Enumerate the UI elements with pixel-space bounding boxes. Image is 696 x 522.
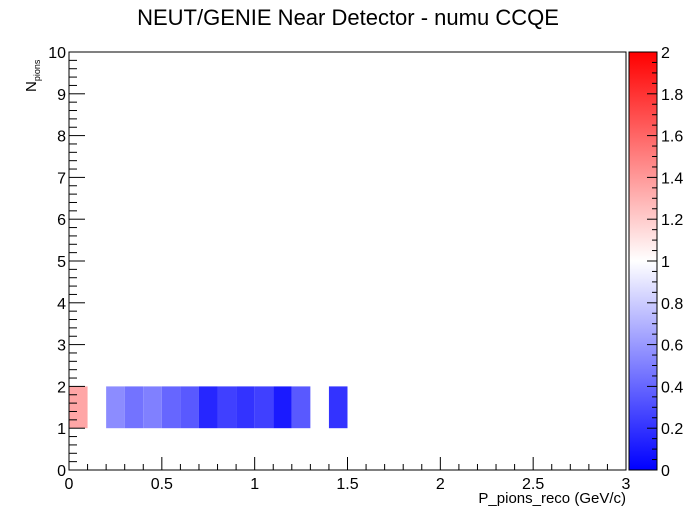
y-axis-title-base: N (23, 81, 40, 92)
y-tick-label: 4 (57, 296, 66, 313)
x-tick-label: 0.5 (151, 476, 173, 493)
colorbar-tick-label: 0.8 (661, 296, 683, 313)
heatmap-bin (180, 386, 199, 429)
y-axis-title-subscript: pions (32, 59, 42, 81)
colorbar-tick-label: 0.2 (661, 421, 683, 438)
x-tick-label: 3 (622, 476, 631, 493)
colorbar-tick-label: 0 (661, 463, 670, 480)
heatmap-bin (217, 386, 237, 429)
colorbar-tick-label: 2 (661, 45, 670, 62)
y-tick-label: 5 (57, 254, 66, 271)
colorbar-ticks: 0 0.2 0.4 0.6 0.8 1 1.2 1.4 1.6 1.8 2 (647, 45, 683, 480)
y-tick-label: 1 (57, 421, 66, 438)
colorbar-tick-label: 1.4 (661, 170, 683, 187)
y-tick-label: 8 (57, 129, 66, 146)
y-tick-label: 7 (57, 170, 66, 187)
plot-frame (68, 51, 627, 471)
colorbar-tick-label: 1.6 (661, 129, 683, 146)
x-tick-label: 2.5 (522, 476, 544, 493)
colorbar-tick-label: 1 (661, 254, 670, 271)
heatmap-bin (106, 386, 125, 429)
heatmap-bin (198, 386, 218, 429)
y-axis-title: Npions (23, 59, 42, 92)
bins-layer (69, 386, 348, 429)
x-axis-title: P_pions_reco (GeV/c) (478, 490, 626, 507)
y-tick-label: 6 (57, 212, 66, 229)
y-tick-label: 3 (57, 338, 66, 355)
x-tick-label: 0 (65, 476, 74, 493)
heatmap-bin (273, 386, 292, 429)
heatmap-bin (161, 386, 181, 429)
chart-title: NEUT/GENIE Near Detector - numu CCQE (137, 5, 559, 30)
colorbar-tick-label: 0.4 (661, 379, 683, 396)
heatmap-bin (328, 386, 348, 429)
y-tick-label: 9 (57, 87, 66, 104)
x-tick-label: 1.5 (336, 476, 358, 493)
colorbar-tick-label: 1.2 (661, 212, 683, 229)
heatmap-bin (236, 386, 255, 429)
heatmap-bin (143, 386, 162, 429)
x-tick-label: 2 (436, 476, 445, 493)
x-tick-label: 1 (250, 476, 259, 493)
colorbar-tick-label: 1.8 (661, 87, 683, 104)
y-tick-label: 0 (57, 463, 66, 480)
y-tick-label: 2 (57, 379, 66, 396)
heatmap-bin (291, 386, 311, 429)
colorbar-tick-label: 0.6 (661, 338, 683, 355)
y-tick-label: 10 (48, 45, 66, 62)
heatmap-bin (254, 386, 274, 429)
heatmap-bin (69, 386, 88, 429)
heatmap-bin (124, 386, 144, 429)
